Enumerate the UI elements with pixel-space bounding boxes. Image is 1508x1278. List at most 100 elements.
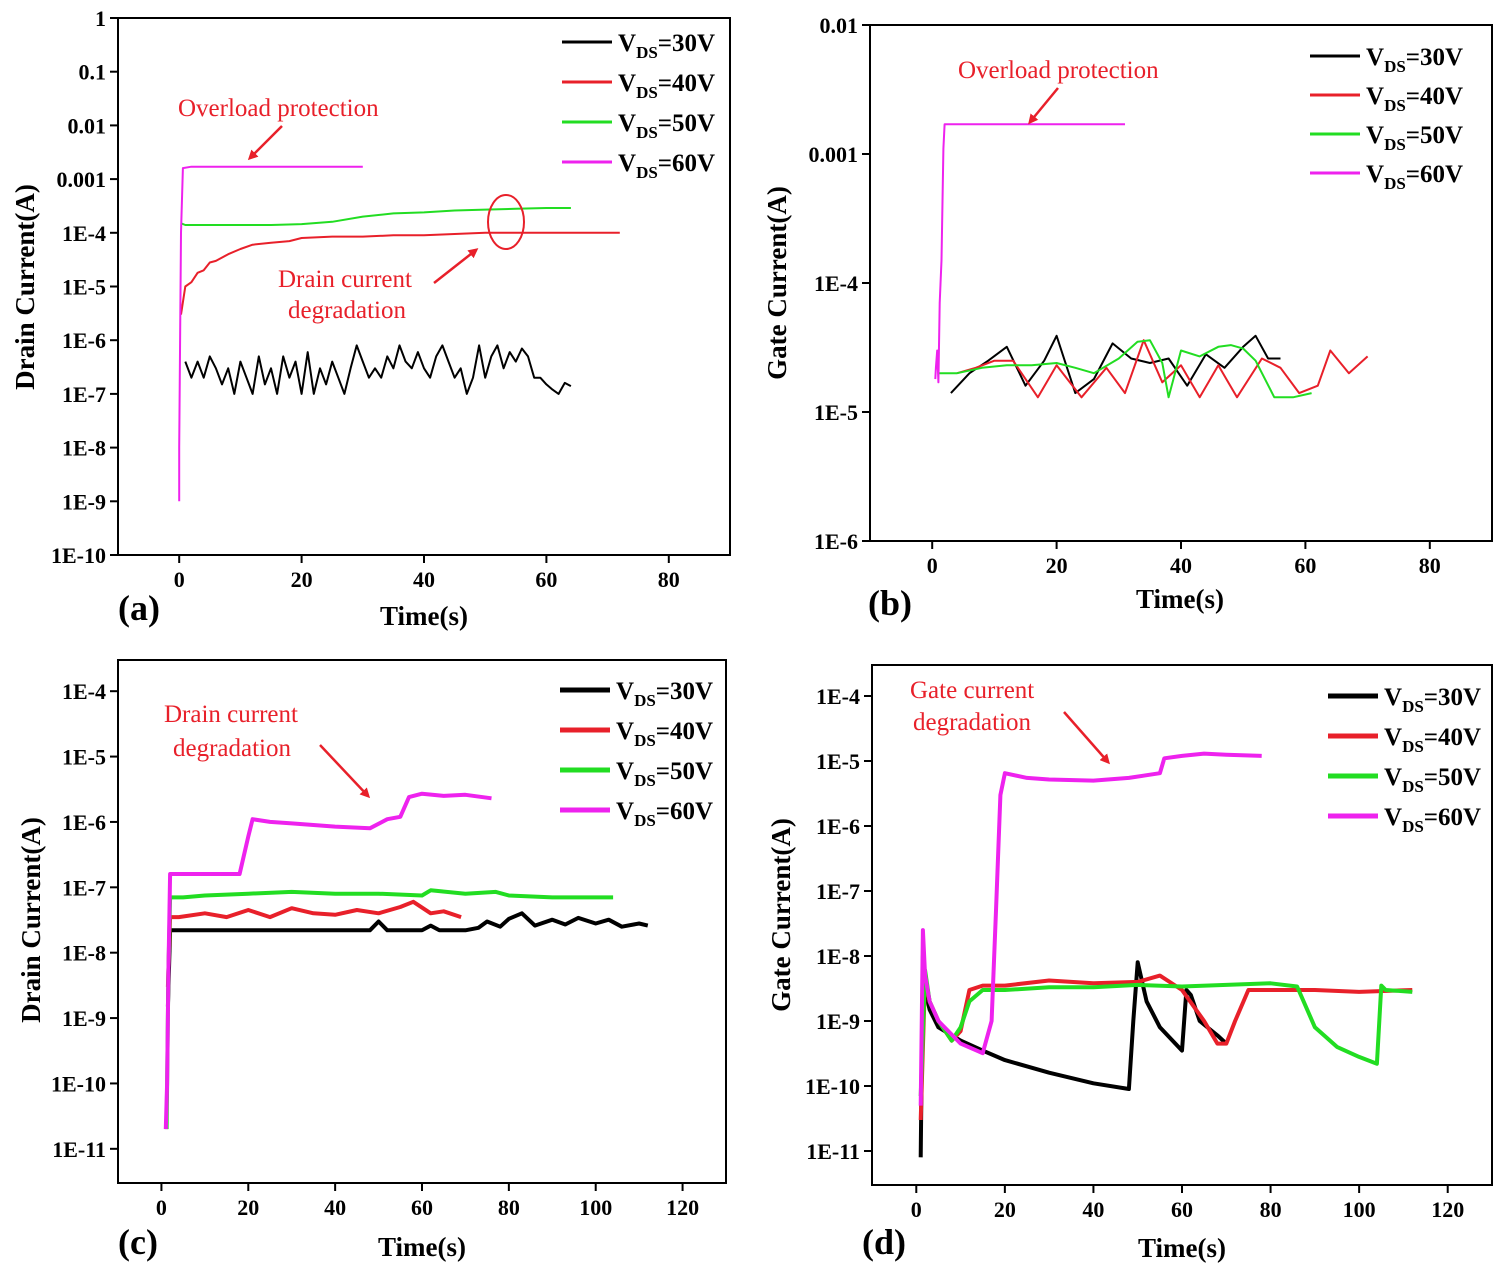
y-tick-label: 1E-11 <box>806 1139 860 1164</box>
annotation-drain-current: Drain current <box>164 701 298 728</box>
y-tick-label: 0.001 <box>809 142 859 167</box>
y-tick-label: 1E-6 <box>62 328 106 353</box>
x-tick-label: 120 <box>666 1195 699 1220</box>
y-tick-label: 1E-7 <box>62 875 106 900</box>
legend-entry: VDS=60V <box>1384 804 1481 836</box>
x-tick-label: 100 <box>579 1195 612 1220</box>
x-axis-label: Time(s) <box>378 1232 466 1262</box>
series-layer <box>163 791 649 1130</box>
y-tick-label: 1E-8 <box>816 944 860 969</box>
x-tick-label: 80 <box>1260 1197 1282 1222</box>
x-tick-label: 60 <box>535 567 557 592</box>
panel-label: (a) <box>118 588 160 628</box>
y-tick-label: 0.001 <box>57 167 107 192</box>
y-tick-label: 1E-5 <box>816 749 860 774</box>
series-line-vds-50v <box>180 207 571 226</box>
series-line-vds-30v <box>184 344 572 395</box>
annotation-drain-current: Drain current <box>278 266 412 293</box>
x-tick-label: 40 <box>413 567 435 592</box>
legend-entry: VDS=60V <box>1366 161 1463 193</box>
series-line-vds-50v <box>918 968 1413 1097</box>
legend-entry: VDS=30V <box>1366 44 1463 76</box>
x-tick-label: 20 <box>994 1197 1016 1222</box>
y-tick-label: 1E-4 <box>814 271 858 296</box>
panel-label: (b) <box>868 583 912 623</box>
series-line-vds-60v <box>918 751 1262 1106</box>
x-tick-label: 60 <box>1294 553 1316 578</box>
y-axis-label: Drain Current(A) <box>10 184 40 390</box>
legend-entry: VDS=30V <box>616 678 713 710</box>
axis-ticks: 0 20 40 60 80 1E-6 1E-5 1E-4 0.001 0.01 <box>809 13 1441 578</box>
legend-entry: VDS=50V <box>1366 122 1463 154</box>
y-tick-label: 1E-6 <box>816 814 860 839</box>
x-tick-label: 80 <box>1419 553 1441 578</box>
x-tick-label: 0 <box>927 553 938 578</box>
x-axis-label: Time(s) <box>380 601 468 631</box>
legend-entry: VDS=30V <box>618 30 715 62</box>
legend-entry: VDS=40V <box>1366 83 1463 115</box>
x-tick-label: 20 <box>1046 553 1068 578</box>
legend-entry: VDS=30V <box>1384 684 1481 716</box>
series-line-vds-40v <box>165 899 462 987</box>
axis-ticks: 0 20 40 60 80 100 120 1E-11 1E-10 1E-9 1E-8 1E-7 1E-… <box>51 679 699 1220</box>
y-axis-label: Gate Current(A) <box>766 818 796 1012</box>
legend-entry: VDS=40V <box>616 718 713 750</box>
y-tick-label: 1E-4 <box>62 221 106 246</box>
annotation-circle <box>487 194 525 250</box>
annotation-arrow <box>1063 711 1110 765</box>
panel-label: (c) <box>118 1222 158 1262</box>
annotation-overload-protection: Overload protection <box>178 95 379 122</box>
y-tick-label: 1E-5 <box>814 400 858 425</box>
annotation-arrow <box>319 744 371 799</box>
legend: VDS=30V VDS=40V VDS=50V VDS=60V <box>1328 684 1481 836</box>
y-tick-label: 1 <box>95 6 106 31</box>
y-tick-label: 1E-9 <box>62 1006 106 1031</box>
legend: VDS=30V VDS=40V VDS=50V VDS=60V <box>562 30 715 182</box>
x-tick-label: 80 <box>658 567 680 592</box>
series-line-vds-50v <box>164 888 614 1130</box>
y-tick-label: 0.1 <box>79 60 107 85</box>
y-tick-label: 1E-4 <box>62 679 106 704</box>
axis-ticks: 0 20 40 60 80 100 120 1E-11 1E-10 1E-9 1E-8 1E-7 1E-… <box>805 684 1464 1222</box>
series-line-vds-60v <box>163 791 492 1130</box>
annotation-degradation: degradation <box>288 297 407 324</box>
x-tick-label: 120 <box>1431 1197 1464 1222</box>
annotation-arrow <box>433 248 479 284</box>
y-tick-label: 1E-9 <box>62 489 106 514</box>
panel-a: 0 20 40 60 80 1E-10 1E-9 1E-8 1E-7 1E-6 1E-5 1E-4 0.… <box>10 6 731 631</box>
x-tick-label: 0 <box>174 567 185 592</box>
x-tick-label: 60 <box>411 1195 433 1220</box>
y-tick-label: 1E-8 <box>62 941 106 966</box>
annotation-degradation: degradation <box>173 735 292 762</box>
legend-entry: VDS=50V <box>618 110 715 142</box>
y-tick-label: 1E-7 <box>816 879 860 904</box>
legend-entry: VDS=60V <box>618 150 715 182</box>
series-line-vds-40v <box>956 339 1369 399</box>
series-line-vds-30v <box>918 954 1228 1158</box>
y-axis-label: Gate Current(A) <box>762 186 792 380</box>
x-tick-label: 40 <box>1170 553 1192 578</box>
y-tick-label: 1E-6 <box>62 810 106 835</box>
y-tick-label: 1E-7 <box>62 382 106 407</box>
panel-label: (d) <box>862 1222 906 1262</box>
series-layer <box>918 751 1413 1158</box>
legend-entry: VDS=60V <box>616 798 713 830</box>
x-tick-label: 20 <box>291 567 313 592</box>
panel-c: 0 20 40 60 80 100 120 1E-11 1E-10 1E-9 1E-8 1E-7 1E-… <box>16 659 727 1262</box>
y-tick-label: 1E-10 <box>805 1074 860 1099</box>
y-tick-label: 1E-9 <box>816 1009 860 1034</box>
y-tick-label: 1E-6 <box>814 529 858 554</box>
series-line-vds-50v <box>938 339 1312 399</box>
y-tick-label: 1E-8 <box>62 436 106 461</box>
y-tick-label: 1E-11 <box>52 1137 106 1162</box>
legend-entry: VDS=40V <box>1384 724 1481 756</box>
y-tick-label: 1E-10 <box>51 543 106 568</box>
x-tick-label: 20 <box>237 1195 259 1220</box>
y-tick-label: 1E-5 <box>62 275 106 300</box>
x-tick-label: 60 <box>1171 1197 1193 1222</box>
legend-entry: VDS=40V <box>618 70 715 102</box>
annotation-arrow <box>247 125 283 161</box>
y-tick-label: 0.01 <box>68 113 107 138</box>
